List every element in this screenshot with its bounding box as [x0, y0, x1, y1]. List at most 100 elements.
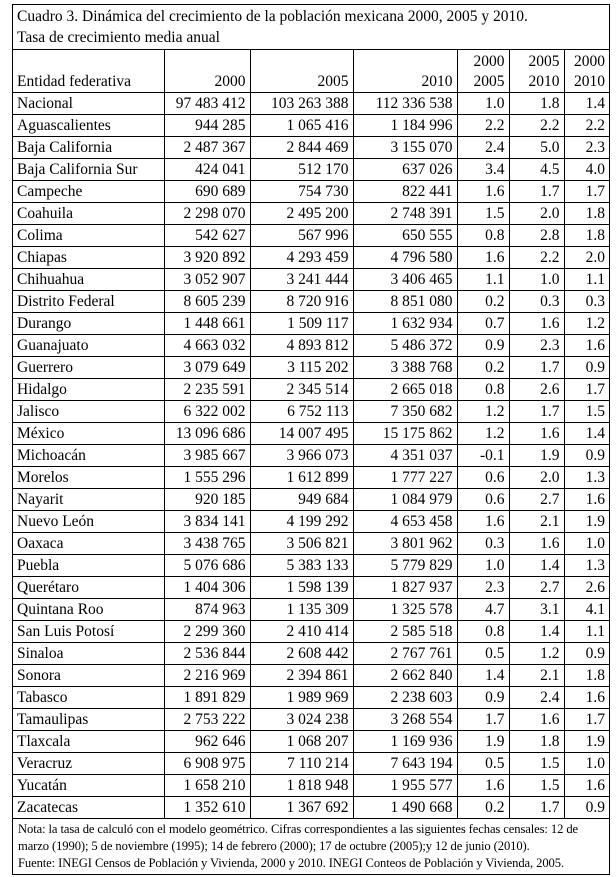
column-header-bottom: 2005: [317, 73, 349, 90]
value-cell: 3 268 554: [352, 708, 458, 731]
value-cell: 3 024 238: [249, 708, 354, 731]
value-cell: 1.0: [456, 554, 510, 577]
source-text: Fuente: INEGI Censos de Población y Vivi…: [18, 856, 564, 870]
value-cell: -0.1: [456, 444, 510, 467]
value-cell: 103 263 388: [249, 92, 354, 115]
value-cell: 754 730: [249, 180, 354, 203]
value-cell: 1 169 936: [352, 730, 458, 753]
value-cell: 2.4: [456, 136, 510, 159]
value-cell: 1 135 309: [249, 598, 354, 621]
value-cell: 1.9: [508, 444, 565, 467]
entity-name-cell: Nuevo León: [13, 510, 165, 533]
table-row: Baja California 2 487 367 2 844 469 3 155 0…: [13, 136, 609, 159]
table-row: Hidalgo 2 235 591 2 345 514 2 665 018 0.8 2.6…: [13, 378, 609, 401]
value-cell: 0.2: [456, 796, 510, 819]
value-cell: 3 438 765: [163, 532, 251, 555]
value-cell: 4.7: [456, 598, 510, 621]
value-cell: 1.2: [563, 312, 609, 335]
value-cell: 2.7: [508, 576, 565, 599]
value-cell: 1 068 207: [249, 730, 354, 753]
table-row: Nacional 97 483 412 103 263 388 112 336 538…: [13, 92, 609, 115]
column-header-top: 2000: [574, 53, 605, 70]
value-cell: 1 065 416: [249, 114, 354, 137]
value-cell: 1.6: [508, 708, 565, 731]
value-cell: 3 115 202: [249, 356, 354, 379]
value-cell: 3 920 892: [163, 246, 251, 269]
table-row: Coahuila 2 298 070 2 495 200 2 748 391 1.5 2.…: [13, 202, 609, 225]
entity-name-cell: Morelos: [13, 466, 165, 489]
value-cell: 1.7: [456, 708, 510, 731]
entity-name-cell: Baja California Sur: [13, 158, 165, 181]
value-cell: 15 175 862: [352, 422, 458, 445]
table-notes: Nota: la tasa de calculó con el modelo g…: [13, 819, 609, 874]
value-cell: 2.2: [456, 114, 510, 137]
value-cell: 1 404 306: [163, 576, 251, 599]
column-header: 2000 2005: [456, 50, 510, 93]
value-cell: 8 605 239: [163, 290, 251, 313]
value-cell: 4 796 580: [352, 246, 458, 269]
value-cell: 2 767 761: [352, 642, 458, 665]
population-table-container: Cuadro 3. Dinámica del crecimiento de la…: [12, 4, 610, 875]
value-cell: 5 779 829: [352, 554, 458, 577]
value-cell: 3 388 768: [352, 356, 458, 379]
value-cell: 2 394 861: [249, 664, 354, 687]
entity-name-cell: Oaxaca: [13, 532, 165, 555]
entity-name-cell: Quintana Roo: [13, 598, 165, 621]
value-cell: 0.6: [456, 488, 510, 511]
entity-name-cell: Veracruz: [13, 752, 165, 775]
table-row: Chihuahua 3 052 907 3 241 444 3 406 465 1.1 1…: [13, 268, 609, 291]
value-cell: 2 662 840: [352, 664, 458, 687]
entity-name-cell: Tamaulipas: [13, 708, 165, 731]
value-cell: 2 345 514: [249, 378, 354, 401]
value-cell: 1.4: [508, 554, 565, 577]
value-cell: 1 084 979: [352, 488, 458, 511]
table-row: Campeche 690 689 754 730 822 441 1.6 1.7 1.7: [13, 180, 609, 203]
value-cell: 0.8: [456, 620, 510, 643]
entity-name-cell: Sinaloa: [13, 642, 165, 665]
table-row: Colima 542 627 567 996 650 555 0.8 2.8 1.8: [13, 224, 609, 247]
value-cell: 2.2: [508, 246, 565, 269]
entity-name-cell: Hidalgo: [13, 378, 165, 401]
column-header: 2010: [352, 50, 458, 93]
value-cell: 1.0: [456, 92, 510, 115]
column-header: 2005 2010: [508, 50, 565, 93]
entity-name-cell: Colima: [13, 224, 165, 247]
value-cell: 1.9: [456, 730, 510, 753]
entity-name-cell: Chiapas: [13, 246, 165, 269]
value-cell: 1.1: [563, 620, 609, 643]
value-cell: 1.8: [508, 92, 565, 115]
value-cell: 3.1: [508, 598, 565, 621]
value-cell: 1 612 899: [249, 466, 354, 489]
column-header-top: 2000: [473, 53, 505, 70]
value-cell: 1 555 296: [163, 466, 251, 489]
value-cell: 0.3: [563, 290, 609, 313]
value-cell: 0.3: [456, 532, 510, 555]
value-cell: 1.4: [508, 620, 565, 643]
entity-name-cell: Coahuila: [13, 202, 165, 225]
value-cell: 4 663 032: [163, 334, 251, 357]
column-header: Entidad federativa: [13, 50, 165, 93]
table-row: Morelos 1 555 296 1 612 899 1 777 227 0.6 2.0…: [13, 466, 609, 489]
entity-name-cell: Tlaxcala: [13, 730, 165, 753]
column-header: 2000: [163, 50, 251, 93]
value-cell: 14 007 495: [249, 422, 354, 445]
value-cell: 1.1: [563, 268, 609, 291]
value-cell: 1.2: [456, 400, 510, 423]
entity-name-cell: Puebla: [13, 554, 165, 577]
value-cell: 874 963: [163, 598, 251, 621]
value-cell: 0.5: [456, 752, 510, 775]
value-cell: 2.3: [456, 576, 510, 599]
entity-name-cell: Nacional: [13, 92, 165, 115]
value-cell: 1 367 692: [249, 796, 354, 819]
value-cell: 1.6: [456, 180, 510, 203]
value-cell: 4 653 458: [352, 510, 458, 533]
value-cell: 1.6: [508, 532, 565, 555]
value-cell: 1.1: [456, 268, 510, 291]
value-cell: 2 665 018: [352, 378, 458, 401]
table-row: Quintana Roo 874 963 1 135 309 1 325 578 4.7…: [13, 598, 609, 621]
value-cell: 3 406 465: [352, 268, 458, 291]
value-cell: 5.0: [508, 136, 565, 159]
value-cell: 1.6: [563, 686, 609, 709]
value-cell: 567 996: [249, 224, 354, 247]
value-cell: 1 777 227: [352, 466, 458, 489]
